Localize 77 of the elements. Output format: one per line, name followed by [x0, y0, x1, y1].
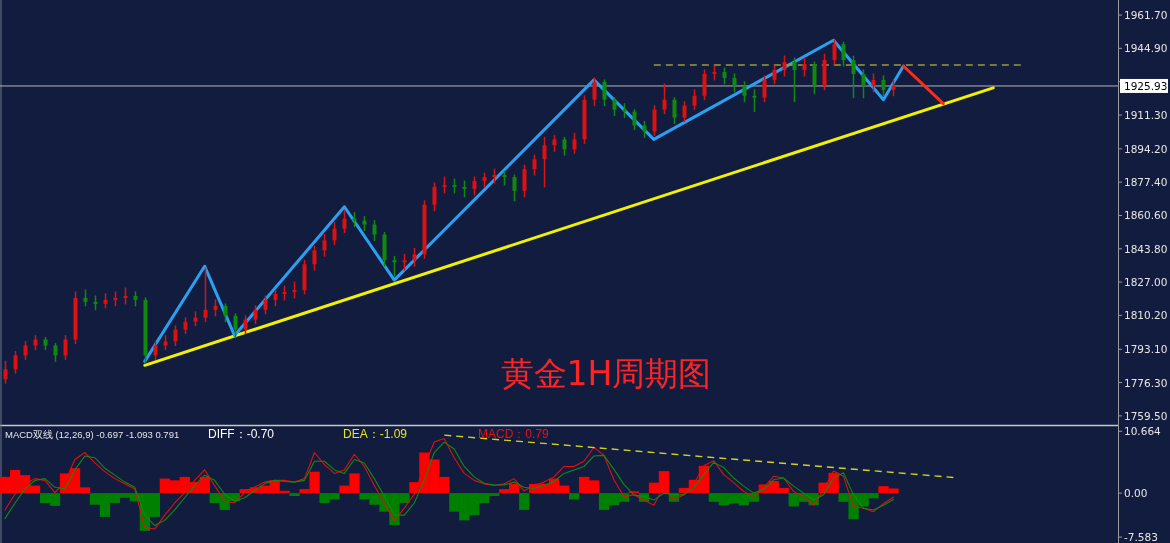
candlestick [522, 163, 527, 199]
y-tick-label: 0.00 [1124, 487, 1148, 500]
candlestick [782, 54, 787, 78]
candlestick [832, 38, 837, 66]
candlestick [812, 60, 817, 96]
candlestick [3, 360, 8, 385]
candlestick [173, 324, 178, 347]
candlestick [223, 302, 228, 323]
candlestick [652, 104, 657, 137]
y-tick-label: 1894.20 [1124, 142, 1168, 155]
candlestick [572, 132, 577, 155]
candlestick [802, 56, 807, 78]
candlestick [512, 173, 517, 203]
candlestick [372, 219, 377, 242]
annotation: DEA：-1.09 [343, 427, 408, 441]
candlestick [592, 76, 597, 107]
bar [289, 493, 300, 497]
candlestick [253, 304, 258, 325]
candlestick [263, 294, 268, 316]
y-tick-label: 1911.30 [1124, 108, 1168, 121]
y-tick-label: 1810.20 [1124, 309, 1168, 322]
annotation: MACD：0.79 [478, 427, 550, 441]
ref-line-label: 1925.93 [1124, 79, 1168, 92]
candlestick [632, 108, 637, 131]
candlestick [203, 266, 208, 323]
y-tick-label: 1776.30 [1124, 376, 1168, 389]
candlestick [562, 136, 567, 157]
candlestick [63, 334, 68, 361]
candlestick [692, 88, 697, 111]
candlestick [532, 153, 537, 177]
candlestick [322, 233, 327, 258]
candlestick [861, 68, 866, 99]
y-tick-label: 1843.80 [1124, 242, 1168, 255]
candlestick [542, 136, 547, 189]
candlestick [233, 312, 238, 339]
candlestick [472, 175, 477, 197]
candlestick [342, 209, 347, 234]
candlestick [23, 340, 28, 361]
candlestick [762, 74, 767, 103]
candlestick [702, 68, 707, 101]
y-tick-label: 1827.00 [1124, 276, 1168, 289]
candlestick [742, 80, 747, 103]
candlestick [752, 88, 757, 113]
y-tick-label: 1877.40 [1124, 176, 1168, 189]
y-tick-label: 10.664 [1124, 425, 1162, 438]
candlestick [312, 245, 317, 272]
candlestick [243, 314, 248, 335]
y-tick-label: -7.583 [1124, 531, 1158, 543]
candlestick [672, 96, 677, 125]
candlestick [13, 350, 18, 375]
candlestick [792, 56, 797, 103]
candlestick [602, 78, 607, 107]
candlestick [412, 247, 417, 268]
y-tick-label: 1944.90 [1124, 42, 1168, 55]
candlestick [732, 72, 737, 94]
candlestick [53, 342, 58, 363]
bar [519, 493, 530, 510]
y-tick-label: 1759.50 [1124, 409, 1168, 422]
y-tick-label: 1860.60 [1124, 209, 1168, 222]
annotation: DIFF：-0.70 [208, 427, 275, 441]
candlestick [392, 255, 397, 278]
candlestick [772, 64, 777, 86]
chart-title: MACD双线 (12,26,9) -0.697 -1.093 0.791 [5, 428, 180, 440]
candlestick [682, 100, 687, 123]
candlestick [153, 340, 158, 361]
candlestick [332, 221, 337, 246]
candlestick [871, 72, 876, 94]
candlestick [841, 40, 846, 68]
y-tick-label: 1961.70 [1124, 9, 1168, 22]
bar [568, 493, 580, 500]
candlestick [851, 54, 856, 99]
y-tick-label: 1793.10 [1124, 343, 1168, 356]
candlestick [662, 82, 667, 115]
text: 黄金1H周期图 [500, 353, 712, 393]
candlestick [881, 74, 886, 97]
candlestick [612, 96, 617, 117]
candlestick [432, 181, 437, 212]
